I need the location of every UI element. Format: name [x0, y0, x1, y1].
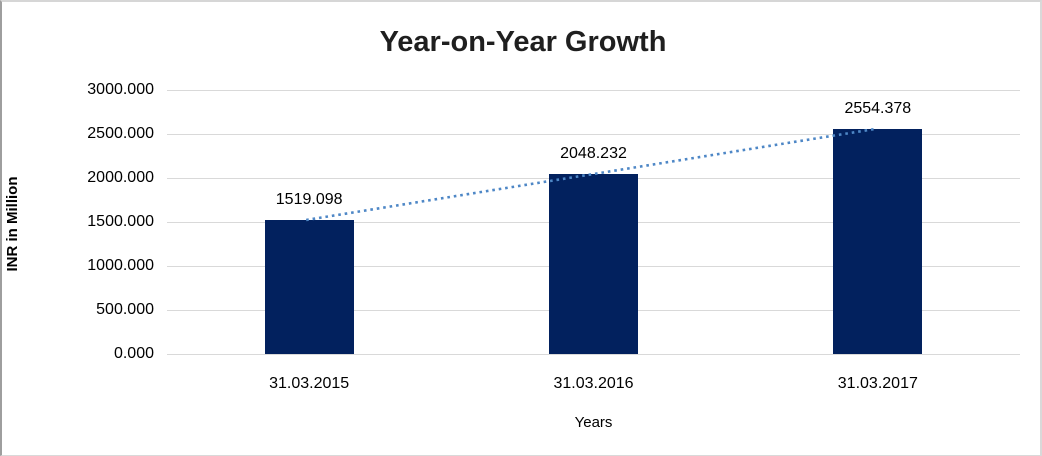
bar-value-label: 2554.378 — [844, 100, 912, 118]
bar — [264, 220, 354, 354]
y-tick-label: 0.000 — [113, 345, 154, 362]
bar — [549, 173, 638, 354]
y-tick-label: 2500.000 — [87, 125, 154, 142]
x-tick-label: 31.03.2017 — [837, 375, 918, 392]
bar-value-label: 1519.098 — [275, 191, 343, 209]
y-tick-label: 1500.000 — [87, 213, 154, 230]
x-tick-label: 31.03.2016 — [553, 375, 634, 392]
chart-title: Year-on-Year Growth — [379, 26, 667, 58]
bar — [833, 129, 923, 354]
gridline — [167, 89, 1020, 91]
y-tick-label: 2000.000 — [87, 169, 154, 186]
y-tick-label: 500.000 — [96, 301, 154, 318]
x-axis-title: Years — [574, 414, 613, 431]
y-tick-label: 1000.000 — [87, 257, 154, 274]
y-tick-label: 3000.000 — [87, 81, 154, 98]
bar-value-label: 2048.232 — [560, 144, 627, 162]
gridline — [167, 353, 1020, 355]
x-tick-label: 31.03.2015 — [269, 375, 350, 392]
